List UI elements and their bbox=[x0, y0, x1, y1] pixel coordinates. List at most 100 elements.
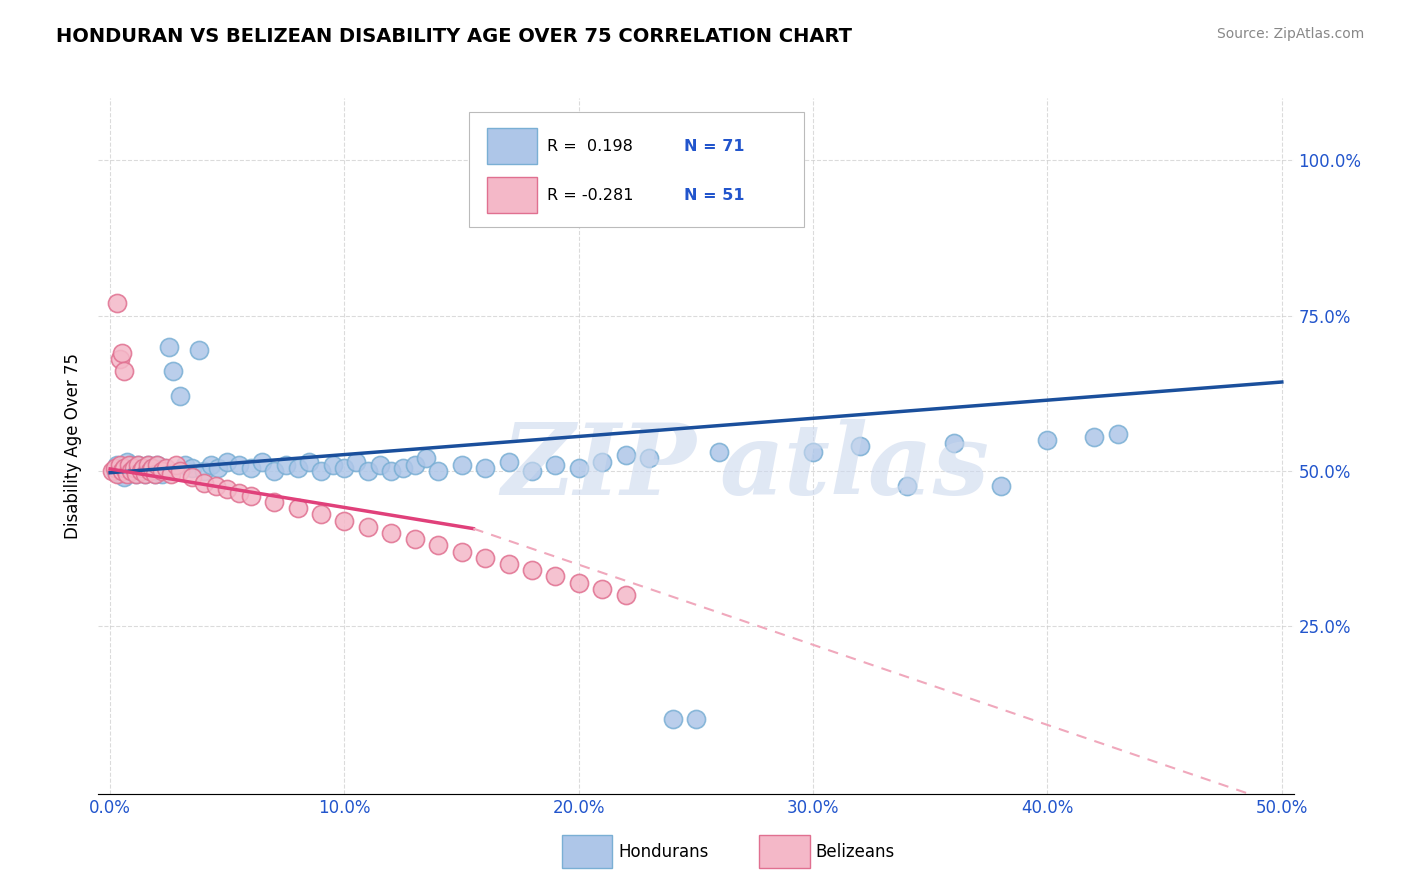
Point bbox=[427, 464, 450, 478]
Point bbox=[217, 454, 239, 468]
Point bbox=[591, 454, 613, 468]
Point bbox=[112, 460, 135, 475]
Point bbox=[568, 460, 591, 475]
Point bbox=[200, 458, 222, 472]
Point bbox=[638, 451, 661, 466]
Text: R =  0.198: R = 0.198 bbox=[547, 139, 633, 154]
Point bbox=[990, 479, 1012, 493]
Point bbox=[193, 476, 215, 491]
Point bbox=[136, 458, 159, 472]
Point bbox=[132, 460, 155, 475]
Point bbox=[252, 454, 274, 468]
Point bbox=[274, 458, 297, 472]
Point bbox=[239, 489, 262, 503]
Point bbox=[105, 458, 128, 472]
Point bbox=[520, 464, 543, 478]
Point bbox=[134, 467, 156, 481]
FancyBboxPatch shape bbox=[486, 177, 537, 213]
Point bbox=[150, 467, 173, 481]
FancyBboxPatch shape bbox=[470, 112, 804, 227]
Point bbox=[193, 464, 215, 478]
Point bbox=[217, 483, 239, 497]
Point bbox=[112, 470, 135, 484]
Point bbox=[127, 458, 149, 472]
Text: N = 51: N = 51 bbox=[685, 188, 745, 203]
Text: HONDURAN VS BELIZEAN DISABILITY AGE OVER 75 CORRELATION CHART: HONDURAN VS BELIZEAN DISABILITY AGE OVER… bbox=[56, 27, 852, 45]
Text: Source: ZipAtlas.com: Source: ZipAtlas.com bbox=[1216, 27, 1364, 41]
Point bbox=[263, 464, 285, 478]
Point bbox=[129, 464, 152, 478]
FancyBboxPatch shape bbox=[562, 835, 613, 868]
Point bbox=[118, 458, 141, 472]
Point bbox=[357, 520, 380, 534]
Point bbox=[132, 460, 155, 475]
Point bbox=[333, 460, 356, 475]
Point bbox=[415, 451, 437, 466]
Point bbox=[614, 448, 637, 462]
Point bbox=[104, 460, 127, 475]
Point bbox=[115, 467, 138, 481]
Point bbox=[155, 460, 177, 475]
Point bbox=[160, 467, 183, 481]
Point bbox=[380, 526, 402, 541]
Point bbox=[1107, 426, 1129, 441]
Point bbox=[357, 464, 380, 478]
Point bbox=[498, 557, 520, 571]
Text: Belizeans: Belizeans bbox=[815, 843, 894, 861]
Point bbox=[139, 464, 162, 478]
Point bbox=[404, 532, 426, 546]
Point bbox=[136, 458, 159, 472]
Point bbox=[474, 460, 496, 475]
Point bbox=[157, 340, 180, 354]
Text: Hondurans: Hondurans bbox=[619, 843, 709, 861]
Point bbox=[111, 460, 134, 475]
Point bbox=[118, 464, 141, 478]
Point bbox=[239, 460, 262, 475]
Point bbox=[685, 712, 707, 726]
Point bbox=[333, 514, 356, 528]
Point bbox=[450, 458, 472, 472]
Point bbox=[143, 467, 166, 481]
Point bbox=[849, 439, 872, 453]
Point bbox=[1083, 430, 1105, 444]
Point bbox=[709, 445, 731, 459]
Point bbox=[263, 495, 285, 509]
Point bbox=[146, 458, 169, 472]
Point bbox=[141, 460, 163, 475]
Point bbox=[111, 464, 134, 478]
Point bbox=[474, 550, 496, 565]
Point bbox=[146, 458, 169, 472]
Point bbox=[134, 467, 156, 481]
Point bbox=[181, 460, 204, 475]
Text: ZIP: ZIP bbox=[501, 418, 696, 515]
Point bbox=[544, 458, 567, 472]
Point bbox=[127, 458, 149, 472]
Point bbox=[148, 464, 170, 478]
Point bbox=[141, 460, 163, 475]
Point bbox=[344, 454, 367, 468]
Point bbox=[298, 454, 321, 468]
Point bbox=[162, 364, 184, 378]
Text: N = 71: N = 71 bbox=[685, 139, 745, 154]
Point bbox=[139, 464, 162, 478]
Point bbox=[544, 569, 567, 583]
Point bbox=[392, 460, 415, 475]
Point bbox=[108, 467, 131, 481]
Point bbox=[165, 458, 187, 472]
Text: R = -0.281: R = -0.281 bbox=[547, 188, 633, 203]
Point bbox=[309, 508, 332, 522]
Point bbox=[368, 458, 391, 472]
Point bbox=[188, 343, 211, 357]
Point bbox=[143, 467, 166, 481]
Point bbox=[105, 467, 128, 481]
Point bbox=[150, 464, 173, 478]
Text: atlas: atlas bbox=[720, 418, 990, 515]
Point bbox=[614, 588, 637, 602]
Point bbox=[228, 485, 250, 500]
Point bbox=[181, 470, 204, 484]
Point bbox=[322, 458, 344, 472]
Point bbox=[404, 458, 426, 472]
Point bbox=[104, 464, 127, 478]
Point bbox=[661, 712, 683, 726]
Point bbox=[129, 464, 152, 478]
